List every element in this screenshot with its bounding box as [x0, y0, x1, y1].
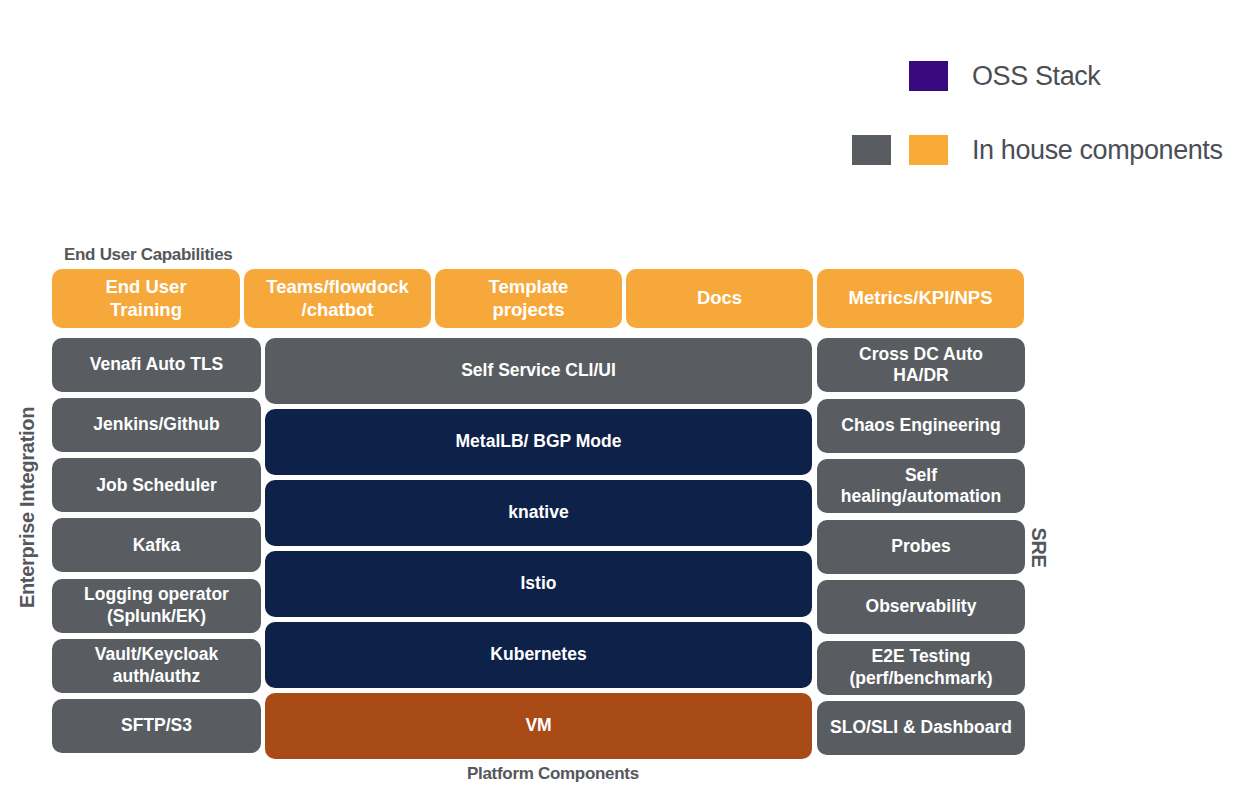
- box-end-user-training: End User Training: [52, 269, 240, 328]
- sre-column: Cross DC Auto HA/DR Chaos Engineering Se…: [817, 338, 1025, 755]
- box-jenkins-github: Jenkins/Github: [52, 398, 261, 452]
- box-logging-operator: Logging operator (Splunk/EK): [52, 579, 261, 633]
- box-kubernetes: Kubernetes: [265, 622, 812, 688]
- end-user-capabilities-label: End User Capabilities: [64, 245, 232, 265]
- box-metallb-bgp-mode: MetalLB/ BGP Mode: [265, 409, 812, 475]
- box-e2e-testing: E2E Testing (perf/benchmark): [817, 641, 1025, 695]
- end-user-capabilities-row: End User Training Teams/flowdock /chatbo…: [0, 269, 1247, 328]
- box-vm: VM: [265, 693, 812, 759]
- box-probes: Probes: [817, 520, 1025, 574]
- legend-inhouse-gray-swatch: [852, 135, 891, 165]
- box-teams-flowdock-chatbot: Teams/flowdock /chatbot: [244, 269, 431, 328]
- diagram-canvas: OSS Stack In house components End User C…: [0, 0, 1247, 807]
- box-template-projects: Template projects: [435, 269, 622, 328]
- box-docs: Docs: [626, 269, 813, 328]
- box-istio: Istio: [265, 551, 812, 617]
- box-vault-keycloak: Vault/Keycloak auth/authz: [52, 639, 261, 693]
- box-cross-dc-auto-ha-dr: Cross DC Auto HA/DR: [817, 338, 1025, 392]
- box-chaos-engineering: Chaos Engineering: [817, 399, 1025, 453]
- legend-inhouse-label: In house components: [972, 135, 1223, 165]
- box-slo-sli-dashboard: SLO/SLI & Dashboard: [817, 701, 1025, 755]
- enterprise-integration-label: Enterprise Integration: [16, 373, 39, 643]
- legend-oss-label: OSS Stack: [972, 61, 1100, 91]
- enterprise-integration-column: Venafi Auto TLS Jenkins/Github Job Sched…: [52, 338, 261, 753]
- legend-inhouse-orange-swatch: [909, 135, 948, 165]
- box-self-service-cli-ui: Self Service CLI/UI: [265, 338, 812, 404]
- box-venafi-auto-tls: Venafi Auto TLS: [52, 338, 261, 392]
- sre-label: SRE: [1027, 518, 1050, 578]
- box-metrics-kpi-nps: Metrics/KPI/NPS: [817, 269, 1024, 328]
- box-job-scheduler: Job Scheduler: [52, 458, 261, 512]
- box-observability: Observability: [817, 580, 1025, 634]
- platform-components-label: Platform Components: [467, 764, 639, 784]
- box-kafka: Kafka: [52, 518, 261, 572]
- box-knative: knative: [265, 480, 812, 546]
- box-sftp-s3: SFTP/S3: [52, 699, 261, 753]
- platform-components-column: Self Service CLI/UI MetalLB/ BGP Mode kn…: [265, 338, 812, 759]
- legend-oss-swatch: [909, 61, 948, 91]
- box-self-healing-automation: Self healing/automation: [817, 459, 1025, 513]
